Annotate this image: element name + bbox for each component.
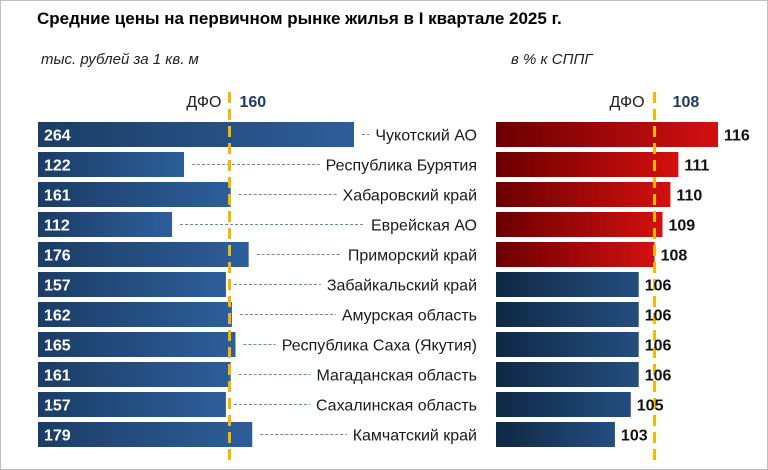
left-bar [38,422,253,447]
right-bar [496,242,655,267]
left-value-label: 161 [44,188,71,205]
category-label: Хабаровский край [343,188,477,205]
left-bar [38,182,231,207]
left-bar [38,272,226,297]
right-reference-value: 108 [673,94,700,111]
left-bar [38,152,185,177]
right-value-label: 103 [621,428,648,445]
category-label: Камчатский край [353,428,477,445]
right-value-label: 110 [676,188,702,205]
right-bar [496,152,679,177]
right-value-label: 105 [637,398,664,415]
right-bar [496,182,671,207]
right-bar [496,332,639,357]
right-bar [496,302,639,327]
chart-title: Средние цены на первичном рынке жилья в … [37,9,562,28]
left-bar [38,242,249,267]
right-value-label: 106 [645,338,672,355]
right-bar [496,212,663,237]
left-bar [38,212,173,237]
right-bar [496,362,639,387]
right-bar [496,392,631,417]
left-value-label: 176 [44,248,71,265]
right-value-label: 106 [645,278,672,295]
right-value-label: 111 [684,158,709,175]
right-value-label: 109 [669,218,696,235]
right-bar [496,122,718,147]
left-value-label: 161 [44,368,71,385]
left-value-label: 112 [44,218,70,235]
category-label: Амурская область [342,308,477,325]
left-reference-label: ДФО [186,94,221,111]
left-bar [38,362,231,387]
category-label: Забайкальский край [327,278,477,295]
left-bar [38,302,232,327]
left-value-label: 157 [44,278,71,295]
right-value-label: 116 [724,128,750,145]
right-bar [496,272,639,297]
left-bar [38,392,226,417]
right-bar [496,422,615,447]
category-label: Сахалинская область [316,398,477,415]
category-label: Чукотский АО [375,128,477,145]
right-value-label: 106 [645,368,672,385]
category-label: Приморский край [348,248,477,265]
left-reference-value: 160 [240,94,267,111]
left-bar [38,122,354,147]
left-value-label: 165 [44,338,71,355]
left-value-label: 264 [44,128,71,145]
left-value-label: 122 [44,158,71,175]
right-value-label: 108 [661,248,688,265]
left-value-label: 157 [44,398,71,415]
right-subtitle: в % к СППГ [511,51,593,68]
right-value-label: 106 [645,308,672,325]
left-subtitle: тыс. рублей за 1 кв. м [41,51,199,68]
category-label: Республика Бурятия [326,158,477,175]
category-label: Еврейская АО [371,218,477,235]
right-reference-label: ДФО [609,94,644,111]
category-label: Республика Саха (Якутия) [282,338,477,355]
category-label: Магаданская область [317,368,477,385]
left-bar [38,332,236,357]
left-value-label: 179 [44,428,71,445]
left-value-label: 162 [44,308,71,325]
